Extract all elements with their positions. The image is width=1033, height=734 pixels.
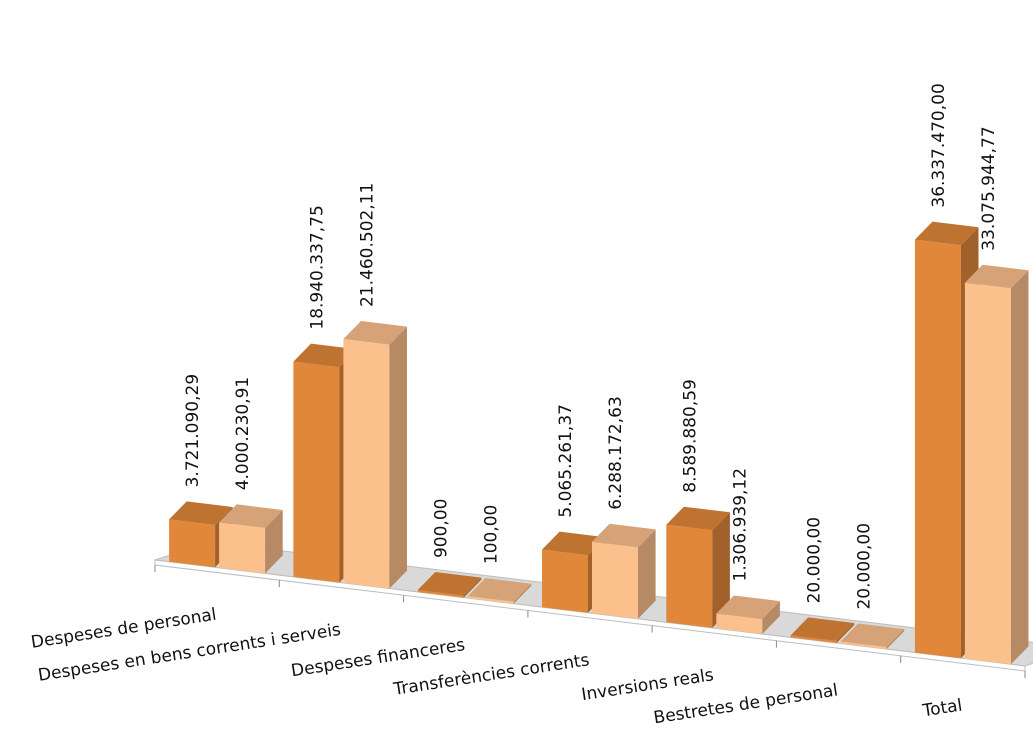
- x-axis: [154, 565, 1026, 678]
- bar-top: [666, 506, 730, 531]
- bar-top: [343, 321, 407, 345]
- bar: [840, 623, 905, 650]
- value-label: 20.000,00: [855, 523, 875, 610]
- bar-top: [716, 595, 780, 620]
- bar-front: [790, 635, 837, 643]
- bar-side: [389, 326, 407, 589]
- bar-front: [716, 613, 763, 634]
- value-label: 8.589.880,59: [680, 379, 700, 493]
- bar-top: [467, 578, 532, 602]
- value-label: 1.306.939,12: [730, 468, 750, 582]
- bar-side: [712, 512, 730, 628]
- bar-top: [169, 501, 233, 525]
- category-label: Inversions reals: [580, 665, 715, 705]
- bar: [716, 595, 780, 634]
- value-label: 6.288.172,63: [606, 396, 626, 510]
- bar-side: [762, 601, 780, 634]
- bar-front: [542, 549, 588, 613]
- bar-top: [592, 523, 656, 548]
- bar-side: [513, 583, 532, 604]
- bar-front: [219, 522, 266, 574]
- bar-side: [463, 577, 482, 598]
- bar-front: [666, 524, 713, 628]
- value-label: 36.337.470,00: [929, 83, 949, 207]
- bar-front: [914, 239, 961, 659]
- bar-side: [1010, 270, 1029, 665]
- bar-front: [293, 361, 340, 583]
- value-label: 900,00: [432, 499, 452, 558]
- bar-front: [417, 590, 464, 598]
- bar-top: [219, 504, 283, 528]
- bar-side: [265, 510, 283, 574]
- bar-front: [592, 541, 638, 619]
- bar: [343, 321, 407, 589]
- bar: [666, 506, 730, 628]
- bar-front: [169, 519, 216, 568]
- bar-top: [293, 343, 357, 368]
- bar-front: [467, 596, 514, 604]
- bar-top: [542, 531, 606, 556]
- bar-front: [964, 282, 1011, 665]
- value-label: 4.000.230,91: [233, 377, 253, 491]
- value-label: 20.000,00: [805, 517, 825, 604]
- bar: [964, 264, 1029, 665]
- value-label: 3.721.090,29: [183, 374, 203, 488]
- value-label: 100,00: [482, 505, 502, 564]
- bar-top: [914, 221, 979, 246]
- bar: [417, 572, 482, 598]
- bar-side: [836, 623, 855, 643]
- bar-top: [790, 617, 855, 641]
- bars: [169, 221, 1029, 665]
- bar-front: [343, 339, 390, 589]
- value-label: 5.065.261,37: [556, 404, 576, 518]
- bar: [592, 523, 656, 619]
- value-labels: 3.721.090,29 4.000.230,91 18.940.337,75 21.…: [183, 83, 999, 609]
- bar: [467, 578, 532, 604]
- value-label: 21.460.502,11: [357, 183, 377, 307]
- value-label: 18.940.337,75: [307, 205, 327, 329]
- bar-top: [840, 623, 905, 648]
- bar-side: [886, 629, 905, 650]
- value-label: 33.075.944,77: [979, 126, 999, 250]
- bar-side: [638, 529, 656, 619]
- bar-front: [840, 641, 887, 650]
- bar: [790, 617, 855, 643]
- bar-top: [964, 264, 1029, 289]
- category-label: Total: [920, 696, 963, 722]
- bar: [219, 504, 283, 574]
- bar-top: [417, 572, 482, 596]
